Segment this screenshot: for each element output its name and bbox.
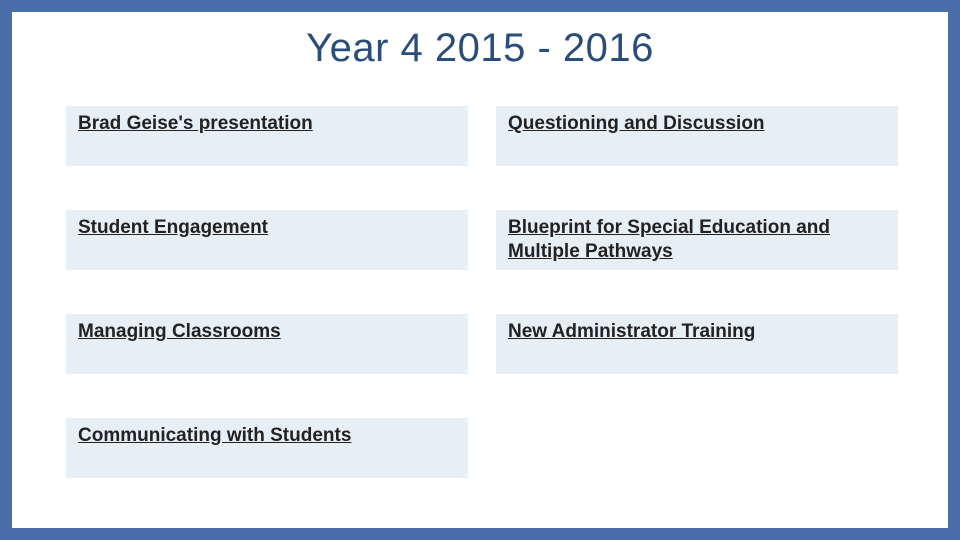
link-card-brad-geise[interactable]: Brad Geise's presentation [66,106,468,166]
grid-row: Student Engagement Blueprint for Special… [66,210,898,270]
slide-frame: Year 4 2015 - 2016 Brad Geise's presenta… [0,0,960,540]
link-label: New Administrator Training [508,320,755,344]
page-title: Year 4 2015 - 2016 [12,26,948,71]
link-card-managing-classrooms[interactable]: Managing Classrooms [66,314,468,374]
grid-row: Communicating with Students [66,418,898,478]
link-label: Questioning and Discussion [508,112,765,136]
link-label: Student Engagement [78,216,268,240]
grid-row: Managing Classrooms New Administrator Tr… [66,314,898,374]
link-card-blueprint[interactable]: Blueprint for Special Education and Mult… [496,210,898,270]
link-label: Communicating with Students [78,424,351,448]
link-label: Brad Geise's presentation [78,112,313,136]
link-card-student-engagement[interactable]: Student Engagement [66,210,468,270]
link-card-questioning[interactable]: Questioning and Discussion [496,106,898,166]
link-card-new-admin-training[interactable]: New Administrator Training [496,314,898,374]
grid-row: Brad Geise's presentation Questioning an… [66,106,898,166]
link-grid: Brad Geise's presentation Questioning an… [66,106,898,522]
link-card-communicating[interactable]: Communicating with Students [66,418,468,478]
link-label: Blueprint for Special Education and Mult… [508,216,886,264]
link-label: Managing Classrooms [78,320,281,344]
